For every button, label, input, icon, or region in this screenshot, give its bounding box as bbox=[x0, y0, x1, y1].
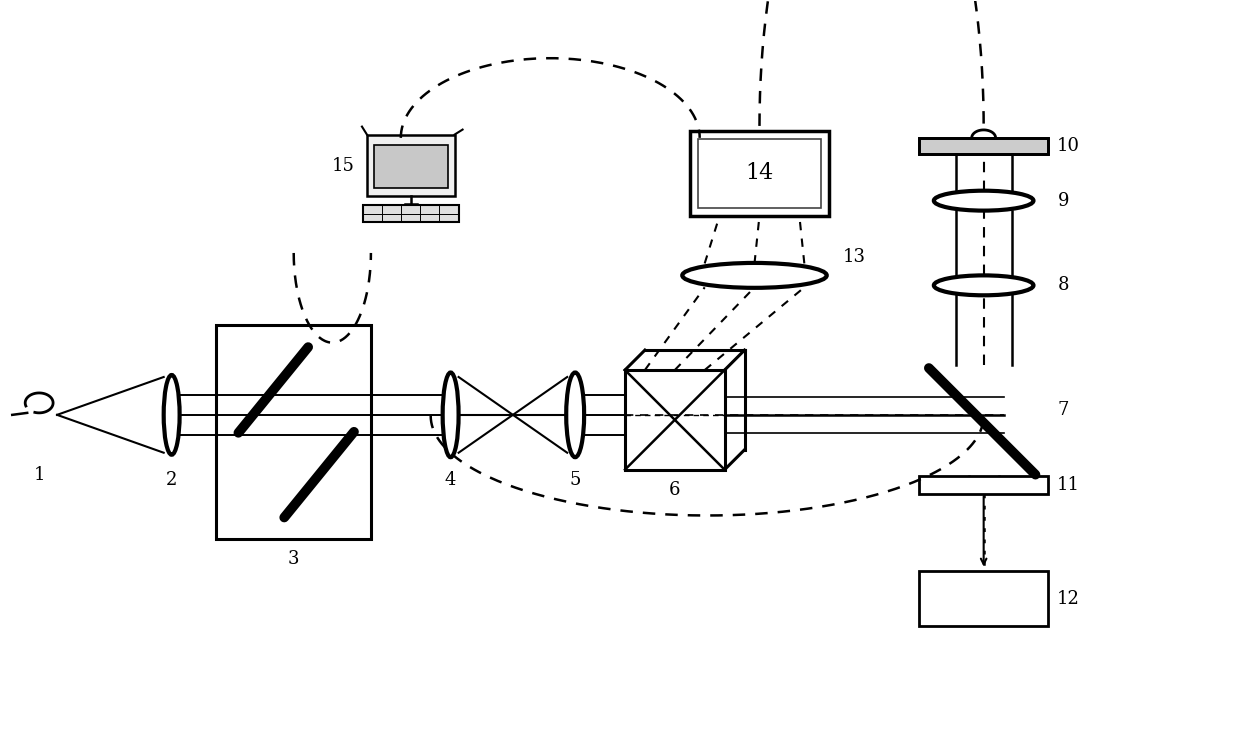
Bar bbox=[374, 144, 448, 188]
Text: 14: 14 bbox=[745, 162, 774, 184]
Text: 9: 9 bbox=[1058, 192, 1069, 210]
Bar bbox=[363, 205, 459, 222]
Bar bbox=[367, 134, 455, 196]
Bar bbox=[919, 572, 1048, 626]
Text: 7: 7 bbox=[1058, 401, 1069, 419]
Text: 5: 5 bbox=[569, 470, 580, 488]
Bar bbox=[689, 131, 830, 216]
Bar bbox=[625, 370, 724, 470]
Text: 12: 12 bbox=[1056, 590, 1080, 609]
Bar bbox=[919, 138, 1048, 154]
Text: 2: 2 bbox=[166, 470, 177, 488]
Bar bbox=[919, 476, 1048, 494]
Text: 6: 6 bbox=[670, 481, 681, 498]
Text: 15: 15 bbox=[331, 157, 355, 174]
Text: 11: 11 bbox=[1056, 476, 1080, 494]
Text: 3: 3 bbox=[288, 550, 299, 569]
Bar bbox=[698, 139, 821, 208]
Bar bbox=[919, 138, 1048, 154]
Text: 1: 1 bbox=[33, 466, 45, 484]
Text: 4: 4 bbox=[445, 470, 456, 488]
Text: 10: 10 bbox=[1056, 137, 1080, 155]
Bar bbox=[217, 325, 371, 539]
Text: 8: 8 bbox=[1058, 276, 1069, 294]
Text: 13: 13 bbox=[843, 248, 866, 267]
